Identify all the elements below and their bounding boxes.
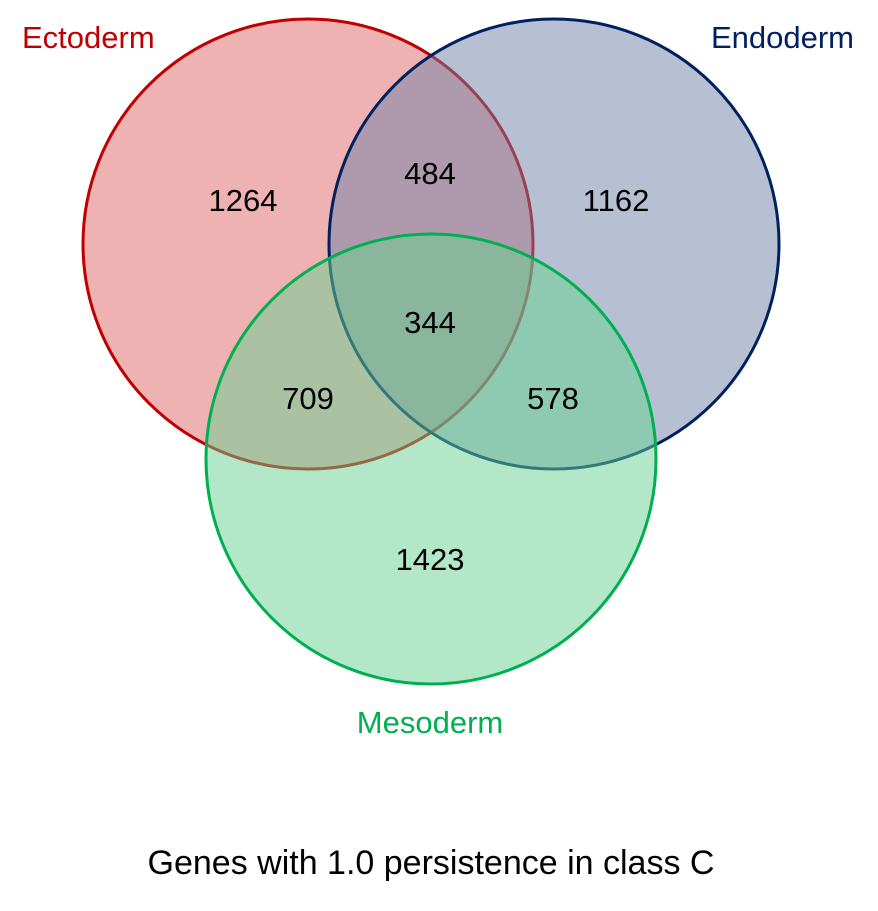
ectoderm-mesoderm-count: 709 — [282, 381, 334, 416]
endoderm-only-count: 1162 — [583, 183, 650, 218]
ectoderm-only-count: 1264 — [209, 183, 278, 218]
ectoderm-label: Ectoderm — [22, 20, 155, 55]
mesoderm-circle — [204, 232, 658, 686]
diagram-caption: Genes with 1.0 persistence in class C — [148, 844, 715, 882]
endoderm-label: Endoderm — [711, 20, 854, 55]
mesoderm-only-count: 1423 — [396, 542, 465, 577]
ectoderm-endoderm-count: 484 — [404, 156, 456, 191]
all-three-count: 344 — [404, 305, 456, 340]
endoderm-mesoderm-count: 578 — [527, 381, 579, 416]
mesoderm-label: Mesoderm — [357, 705, 503, 740]
